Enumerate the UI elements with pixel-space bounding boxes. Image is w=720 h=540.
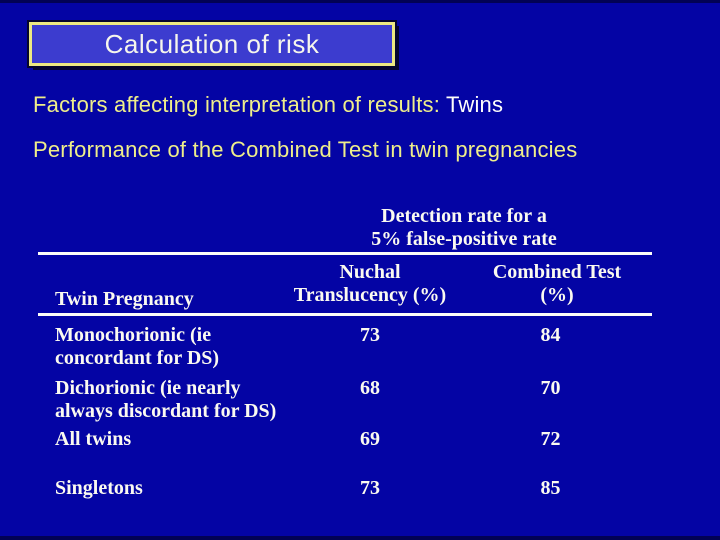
- nuchal-translucency-value: 73: [360, 324, 380, 346]
- combined-test-value: 70: [540, 377, 561, 399]
- span-header-line1: Detection rate for a: [381, 205, 547, 227]
- table-span-header: Detection rate for a 5% false-positive r…: [264, 205, 664, 251]
- column-header-twin-pregnancy-label: Twin Pregnancy: [55, 288, 194, 310]
- row-label: Dichorionic (ie nearly always discordant…: [38, 377, 291, 423]
- slide-bottom-edge: [0, 536, 720, 540]
- detection-rate-table: Detection rate for a 5% false-positive r…: [38, 205, 652, 515]
- column-header-combined-test: Combined Test (%): [449, 258, 652, 313]
- nuchal-translucency-value: 73: [360, 477, 380, 499]
- body-line-factors: Factors affecting interpretation of resu…: [33, 92, 503, 118]
- slide-title: Calculation of risk: [104, 28, 320, 59]
- nuchal-translucency-value: 68: [360, 377, 380, 399]
- table-row: Dichorionic (ie nearly always discordant…: [38, 377, 652, 423]
- slide-title-box: Calculation of risk: [27, 20, 397, 68]
- table-rule-top: [38, 252, 652, 255]
- column-header-nt-line1: Nuchal: [339, 261, 401, 283]
- nuchal-translucency-value: 69: [360, 428, 380, 450]
- row-label: Monochorionic (ie concordant for DS): [38, 324, 291, 370]
- column-header-ct-line2: (%): [540, 284, 574, 306]
- row-label: Singletons: [38, 477, 291, 500]
- column-header-nt-line2: Translucency (%): [293, 284, 447, 306]
- column-header-ct-line1: Combined Test: [492, 261, 622, 283]
- row-label-line2: always discordant for DS): [55, 400, 277, 422]
- slide-top-edge: [0, 0, 720, 3]
- body-line-performance: Performance of the Combined Test in twin…: [33, 137, 578, 162]
- combined-test-value: 72: [540, 428, 561, 450]
- table-row: Monochorionic (ie concordant for DS) 73 …: [38, 324, 652, 370]
- body-line-factors-prefix: Factors affecting interpretation of resu…: [33, 92, 446, 117]
- row-label-line1: Singletons: [55, 477, 143, 499]
- row-label: All twins: [38, 428, 291, 451]
- table-column-header-row: Twin Pregnancy Nuchal Translucency (%) C…: [38, 258, 652, 313]
- row-label-line1: Monochorionic (ie: [55, 324, 212, 346]
- combined-test-value: 85: [540, 477, 561, 499]
- column-header-nuchal-translucency: Nuchal Translucency (%): [291, 258, 449, 313]
- row-label-line2: concordant for DS): [55, 347, 220, 369]
- column-header-twin-pregnancy: Twin Pregnancy: [38, 258, 291, 313]
- combined-test-value: 84: [540, 324, 561, 346]
- table-row: Singletons 73 85: [38, 477, 652, 500]
- span-header-line2: 5% false-positive rate: [371, 228, 557, 250]
- body-line-factors-highlight: Twins: [445, 92, 504, 117]
- table-rule-header: [38, 313, 652, 316]
- table-row: All twins 69 72: [38, 428, 652, 451]
- row-label-line1: Dichorionic (ie nearly: [55, 377, 241, 399]
- row-label-line1: All twins: [55, 428, 132, 450]
